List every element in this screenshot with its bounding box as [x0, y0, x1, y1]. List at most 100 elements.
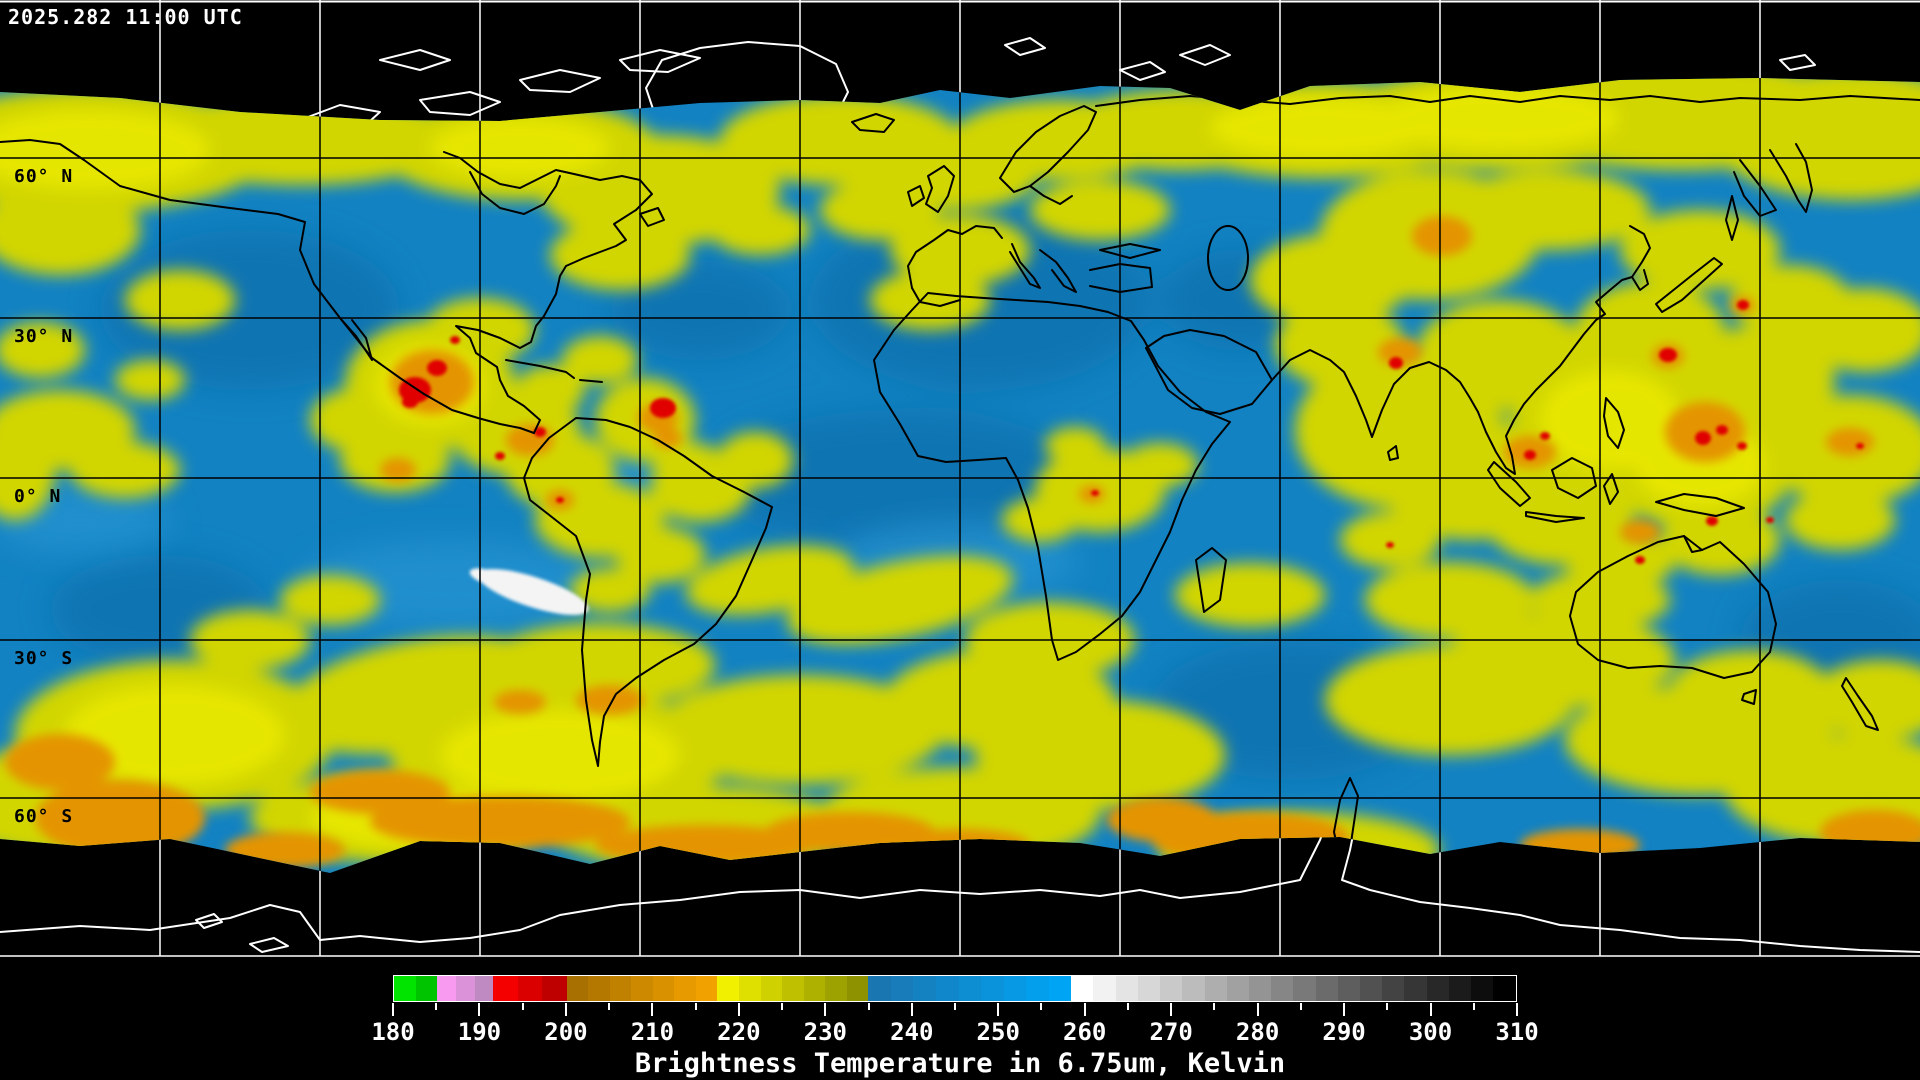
coldest-cloud-blob [402, 396, 418, 408]
cold-cloud-blob [1412, 216, 1472, 256]
coldest-cloud-blob [495, 452, 505, 460]
arctic-island-coast-line [1179, 44, 1231, 66]
coldest-cloud-tops [399, 300, 1864, 564]
baja-coast-line [339, 317, 373, 361]
antarctic-peninsula-coast-line [1333, 777, 1359, 869]
antarctica-coast-line [0, 779, 1920, 953]
bright-cloud-blob [65, 685, 285, 785]
cold-cloud-blob [1107, 798, 1217, 842]
alaska-coast-line [0, 139, 85, 161]
hispaniola-coast-line [579, 379, 603, 383]
okhotsk-coast-line [1733, 159, 1777, 217]
arctic-island-coast-line [419, 91, 501, 116]
moist-cloud-blob [485, 623, 715, 707]
moist-cloud-blob [686, 545, 854, 615]
coldest-cloud-blob [1706, 516, 1718, 526]
cold-cloud-blob [494, 690, 546, 714]
arctic-island-coast-line [519, 69, 601, 93]
moist-cloud-blob [1030, 180, 1170, 240]
cold-cloud-blob [380, 458, 416, 482]
arctic-island-coast-line [379, 49, 451, 71]
moist-cloud-blob [1670, 650, 1830, 730]
britain-coast-line [925, 165, 955, 213]
moist-cloud-blob [280, 575, 380, 625]
australia-coast-line [1569, 535, 1777, 679]
moist-cloud-blob [1340, 512, 1440, 568]
borneo-coast-line [1551, 457, 1597, 499]
moist-cloud-blob [0, 322, 85, 378]
philippines-coast-line [1603, 397, 1625, 449]
moist-cloud-blob [562, 336, 638, 384]
moist-cloud-blob [1620, 210, 1780, 290]
africa-coast-line [873, 292, 1231, 661]
south-america-coast-line [523, 417, 773, 767]
coldest-cloud-blob [650, 398, 676, 418]
svalbard-coast-line [1004, 37, 1046, 56]
coldest-cloud-blob [1716, 425, 1728, 435]
moist-cloud-blob [125, 270, 235, 330]
latitude-label: 60° S [14, 806, 74, 827]
anatolia-coast-line [1089, 263, 1153, 293]
europe-coast-line [907, 225, 1003, 289]
moist-cloud-blob [870, 270, 990, 330]
italy-coast-line [1009, 243, 1041, 289]
iceland-coast-line [851, 113, 895, 133]
sakhalin-coast-line [1725, 195, 1739, 241]
newfoundland-coast-line [639, 207, 665, 227]
bright-cloud-blob [440, 710, 680, 800]
coldest-cloud-blob [1635, 556, 1645, 564]
moist-cloud-blob [1122, 443, 1198, 487]
antarctic-island-coast-line [249, 937, 289, 953]
cold-cloud-blob [1620, 520, 1660, 544]
new-zealand-coast-line [1841, 677, 1879, 731]
kamchatka-coast-line [1769, 143, 1813, 213]
grid-lines-over-data [0, 78, 1920, 873]
continent-coastlines [0, 95, 1920, 869]
scandinavia-coast-line [999, 105, 1097, 193]
moist-cloud-blob [1660, 505, 1780, 575]
latitude-label: 0° N [14, 486, 62, 507]
arctic-island-coast-line [1779, 54, 1816, 71]
latitude-label: 60° N [14, 166, 74, 187]
bright-cloud-blob [0, 110, 210, 190]
dry-region-blob [100, 230, 400, 390]
warm-white-patch [469, 568, 589, 615]
moist-cloud-blob [0, 420, 55, 520]
moist-cloud-blob [1785, 490, 1895, 550]
cold-cloud-blob [1378, 338, 1422, 366]
moist-cloud-blob [1275, 303, 1405, 387]
madagascar-coast-line [1195, 547, 1227, 613]
moist-cloud-blob [1575, 282, 1725, 378]
moist-cloud-blob [1250, 235, 1410, 325]
moist-cloud-blob [615, 527, 705, 583]
new-guinea-coast-line [1655, 493, 1745, 517]
coldest-cloud-blob [1540, 432, 1550, 440]
cold-cloud-blob [370, 796, 630, 848]
moist-cloud-blob [1002, 498, 1078, 542]
bright-cloud-blob [430, 118, 610, 178]
latitude-label: 30° S [14, 648, 74, 669]
sumatra-coast-line [1487, 461, 1531, 507]
coldest-cloud-blob [450, 336, 460, 344]
north-america-east-coast-line [443, 151, 653, 434]
moist-cloud-blob [717, 432, 793, 488]
moist-cloud-blob [550, 220, 690, 290]
moist-cloud-blob [515, 365, 585, 415]
coldest-cloud-blob [1524, 450, 1536, 460]
ireland-coast-line [907, 185, 925, 207]
cuba-coast-line [505, 359, 575, 379]
caspian-sea-coast-line [1207, 225, 1249, 291]
coldest-cloud-blob [1659, 348, 1677, 362]
moist-cloud-blob [70, 442, 180, 498]
moist-cloud-blob [0, 185, 140, 275]
coldest-cloud-blob [1389, 357, 1403, 369]
coldest-cloud-blob [556, 497, 564, 503]
coldest-cloud-blob [427, 360, 447, 376]
moist-cloud-blob [1175, 563, 1325, 627]
latitude-label: 30° N [14, 326, 74, 347]
sri-lanka-coast-line [1387, 445, 1399, 461]
coldest-cloud-blob [1695, 431, 1711, 445]
arctic-island-coast-line [1119, 61, 1166, 81]
coldest-cloud-blob [1091, 490, 1099, 496]
tasmania-coast-line [1741, 689, 1757, 705]
